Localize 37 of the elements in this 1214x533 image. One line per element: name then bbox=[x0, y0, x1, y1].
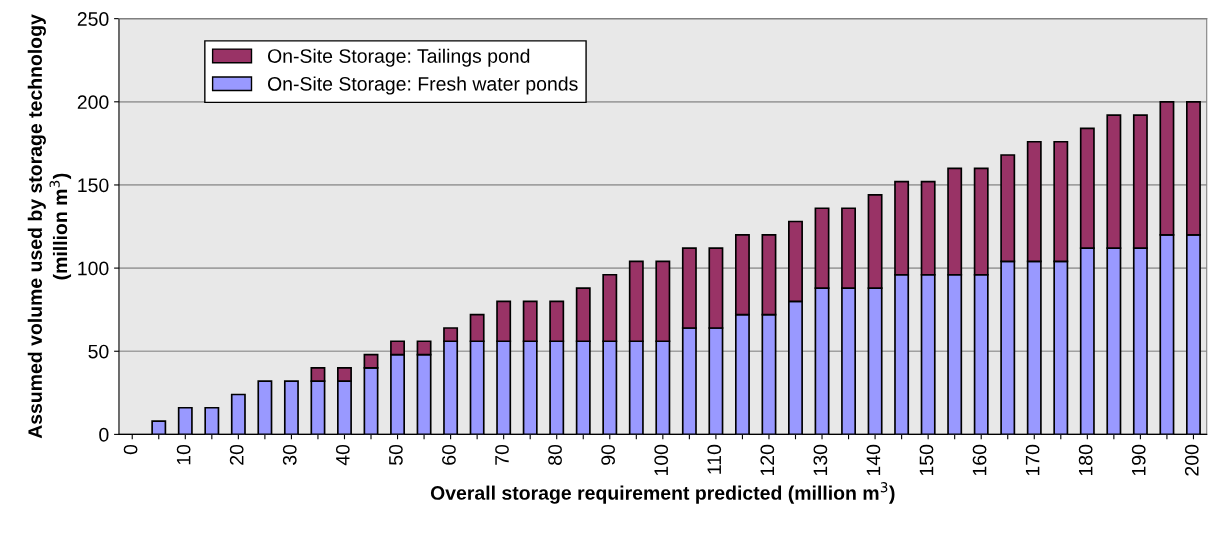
x-tick-label: 120 bbox=[760, 444, 775, 476]
x-tick-label: 80 bbox=[548, 444, 562, 465]
bar bbox=[230, 393, 246, 435]
x-tick-label: 100 bbox=[654, 444, 669, 476]
x-tick-label: 30 bbox=[282, 444, 297, 465]
y-tick-label: 0 bbox=[99, 427, 109, 442]
x-tick-label: 150 bbox=[919, 444, 934, 476]
y-tick-label: 50 bbox=[88, 344, 109, 359]
x-tick-label: 200 bbox=[1184, 444, 1199, 476]
y-axis-title: Assumed volume used by storage technology (million m$^{3}$) bbox=[27, 14, 72, 439]
x-tick-label: 50 bbox=[388, 444, 403, 465]
y-tick-label: 100 bbox=[78, 261, 109, 276]
y-tick-label: 200 bbox=[77, 95, 109, 110]
x-axis-title: Overall storage requirement predicted (million m$^{3}$) bbox=[430, 482, 895, 504]
x-tick-label: 20 bbox=[229, 444, 244, 465]
bar bbox=[177, 406, 193, 435]
legend-label: On-Site Storage: Fresh water ponds bbox=[267, 76, 578, 95]
bar bbox=[204, 406, 220, 435]
x-tick-label: 180 bbox=[1078, 444, 1093, 476]
y-tick-label: 150 bbox=[78, 178, 109, 193]
x-tick-label: 90 bbox=[601, 444, 615, 465]
x-tick-label: 140 bbox=[866, 444, 881, 476]
x-tick-label: 70 bbox=[495, 444, 509, 465]
x-tick-label: 10 bbox=[176, 444, 191, 465]
x-tick-label: 60 bbox=[442, 444, 456, 465]
bar bbox=[151, 420, 167, 435]
x-tick-label: 40 bbox=[335, 444, 350, 466]
x-tick-label: 130 bbox=[813, 444, 828, 476]
legend-label: On-Site Storage: Tailings pond bbox=[267, 48, 530, 67]
y-tick-label: 250 bbox=[77, 12, 109, 26]
x-tick-label: 0 bbox=[123, 444, 138, 455]
x-tick-label: 170 bbox=[1025, 444, 1040, 476]
x-tick-label: 110 bbox=[707, 444, 722, 474]
x-tick-label: 190 bbox=[1131, 444, 1146, 476]
x-tick-label: 160 bbox=[972, 444, 987, 476]
bar bbox=[283, 380, 299, 435]
bar bbox=[257, 380, 273, 435]
